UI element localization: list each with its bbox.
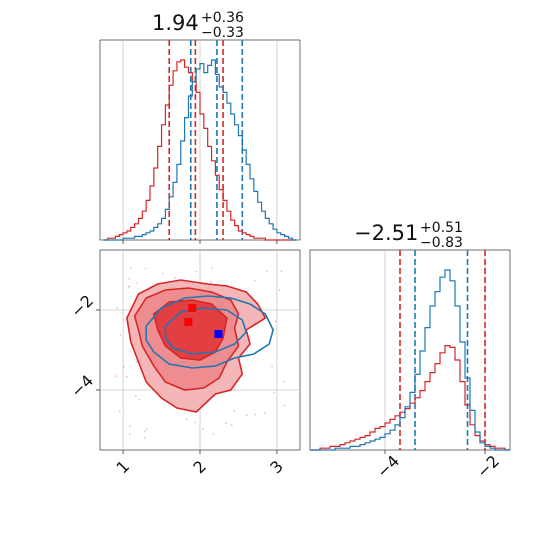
scatter-sample-point: [115, 307, 118, 309]
scatter-sample-point: [135, 282, 138, 285]
scatter-sample-point: [210, 281, 212, 284]
scatter-sample-point: [271, 365, 274, 368]
hist-1-red-series: [103, 59, 297, 241]
scatter-sample-point: [210, 266, 213, 269]
param-1-plus: +0.36: [201, 10, 244, 26]
scatter-sample-point: [118, 410, 121, 413]
scatter-sample-point: [263, 412, 266, 414]
scatter-sample-point: [144, 430, 147, 433]
scatter-sample-point: [253, 279, 256, 282]
scatter-sample-point: [174, 277, 177, 279]
hist-1-blue-series: [103, 59, 297, 241]
hist-2-blue-series: [310, 269, 510, 451]
scatter-sample-point: [212, 432, 215, 435]
hist-panel-2: −4 −2 −2.51 +0.51 −0.83: [309, 220, 511, 482]
scatter-sample-point: [185, 418, 188, 421]
hist-2-xtick-label: −4: [373, 451, 403, 481]
scatter-sample-point: [130, 266, 133, 269]
scatter-sample-point: [283, 404, 286, 407]
scatter-ytick-label: −4: [67, 371, 97, 401]
hist-panel-1: 1.94 +0.36 −0.33: [99, 10, 301, 244]
param-2-plus: +0.51: [420, 220, 463, 236]
scatter-sample-point: [138, 398, 141, 401]
scatter-sample-point: [125, 375, 128, 378]
scatter-ytick-label: −2: [67, 291, 97, 321]
param-2-minus: −0.83: [420, 235, 463, 251]
scatter-xtick-label: 2: [189, 457, 210, 478]
blue-truth-marker: [214, 330, 223, 338]
scatter-sample-point: [115, 375, 118, 378]
hist-2-frame: [309, 249, 511, 451]
scatter-sample-point: [195, 270, 198, 273]
scatter-sample-point: [194, 421, 196, 424]
scatter-sample-point: [224, 422, 227, 425]
scatter-sample-point: [280, 270, 283, 273]
scatter-sample-point: [283, 381, 286, 384]
scatter-sample-point: [273, 391, 275, 394]
scatter-sample-point: [129, 425, 131, 428]
scatter-sample-point: [274, 320, 277, 323]
scatter-sample-point: [201, 428, 204, 430]
scatter-sample-point: [233, 388, 236, 391]
scatter-sample-point: [135, 360, 138, 363]
scatter-xtick-label: 1: [112, 457, 133, 478]
scatter-sample-point: [128, 277, 131, 280]
hist-2-xtick-label: −2: [473, 451, 503, 481]
scatter-sample-point: [230, 423, 233, 426]
scatter-sample-point: [266, 270, 269, 273]
scatter-sample-point: [134, 395, 137, 397]
scatter-sample-point: [254, 413, 257, 416]
scatter-sample-point: [145, 428, 148, 431]
blue-contour-level-1: [145, 295, 274, 369]
red-truth-marker: [184, 318, 193, 326]
blue-contour-level-2: [164, 307, 248, 355]
scatter-sample-point: [233, 409, 236, 412]
param-1-minus: −0.33: [201, 25, 244, 41]
red-truth-marker: [188, 304, 197, 312]
red-contour-level-3: [152, 299, 228, 361]
scatter-xtick-label: 3: [266, 457, 287, 478]
scatter-sample-point: [128, 285, 130, 288]
scatter-sample-point: [128, 433, 131, 436]
param-1-median: 1.94: [152, 11, 199, 35]
scatter-sample-point: [143, 436, 146, 439]
scatter-sample-point: [122, 366, 125, 368]
scatter-sample-point: [278, 289, 281, 291]
scatter-sample-point: [161, 272, 164, 275]
scatter-sample-point: [144, 267, 147, 270]
scatter-panel: 1 2 3 −4 −2: [67, 249, 301, 478]
scatter-sample-point: [119, 333, 122, 336]
scatter-sample-point: [245, 414, 248, 417]
param-2-median: −2.51: [354, 221, 418, 245]
